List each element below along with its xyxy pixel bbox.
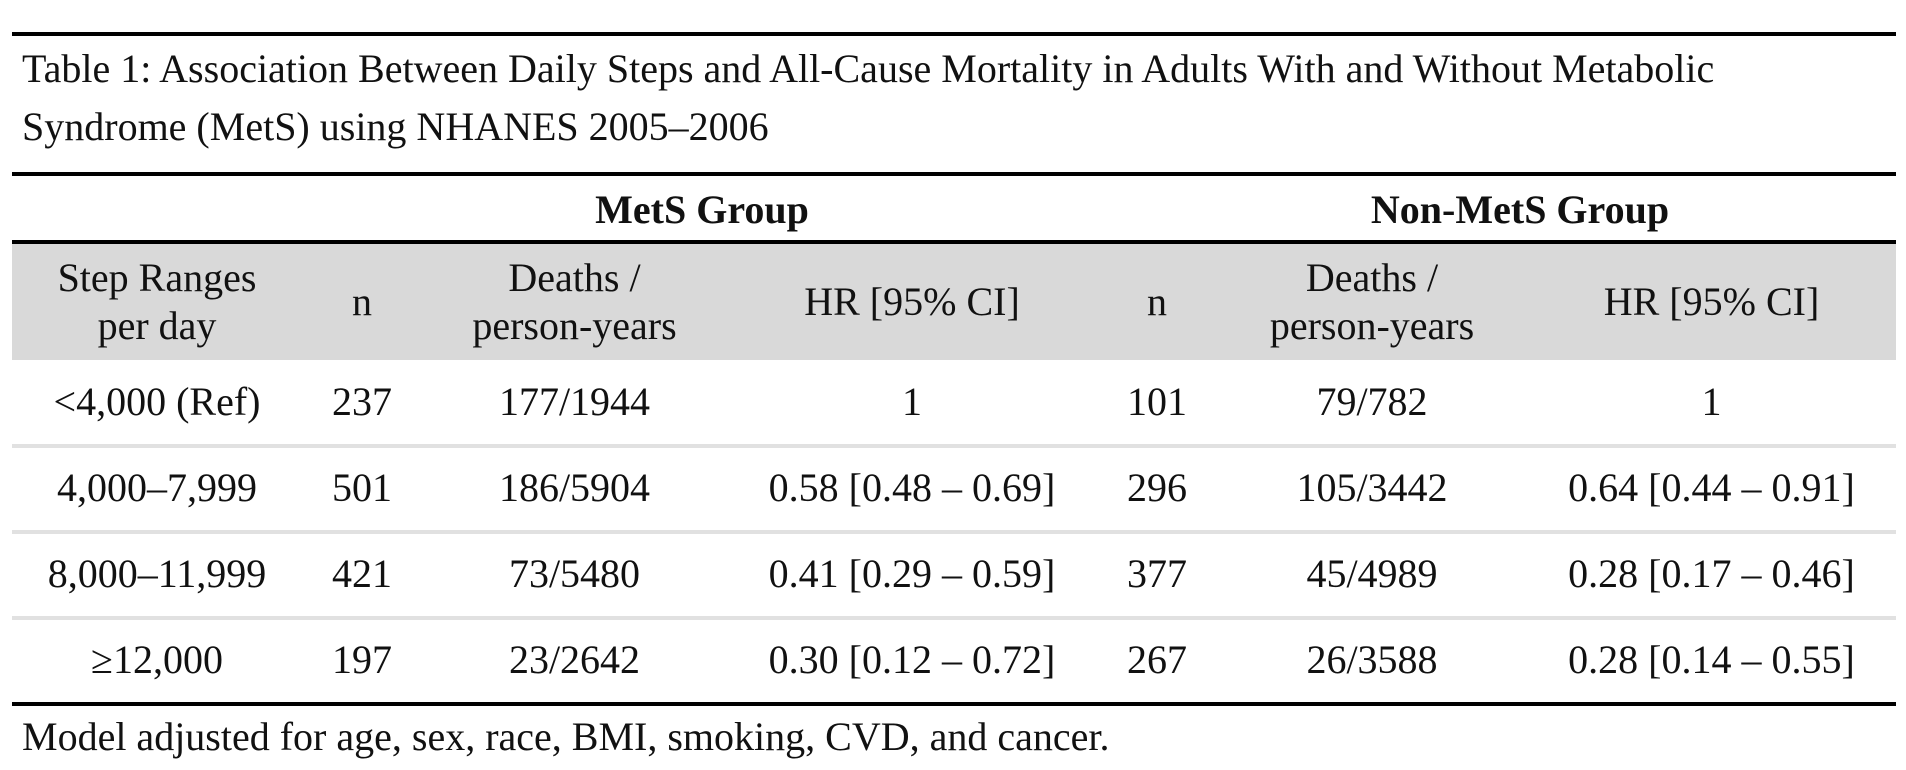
row-0-mets-hr: 1	[902, 379, 922, 424]
row-0-mets-deaths: 177/1944	[498, 379, 651, 424]
row-1-non-mets-deaths: 105/3442	[1296, 465, 1448, 510]
table-footnote: Model adjusted for age, sex, race, BMI, …	[22, 714, 1110, 759]
row-1-non-mets-hr: 0.64 [0.44 – 0.91]	[1568, 465, 1855, 510]
table-top-rule	[12, 32, 1896, 36]
header-mets-deaths-line2: person-years	[472, 303, 677, 348]
row-2-non-mets-hr: 0.28 [0.17 – 0.46]	[1568, 551, 1855, 596]
row-1-mets-n: 501	[332, 465, 392, 510]
header-non-mets-deaths: Deaths / person-years	[1217, 244, 1527, 360]
group-heading-rule	[12, 240, 1896, 244]
header-step-ranges-line2: per day	[97, 303, 217, 348]
mets-group-heading: MetS Group	[595, 187, 809, 232]
table-bottom-rule	[12, 702, 1896, 706]
header-mets-n: n	[352, 279, 372, 324]
row-3-step-range: ≥12,000	[91, 637, 223, 682]
row-1-step-range: 4,000–7,999	[57, 465, 257, 510]
row-3-mets-n: 197	[332, 637, 392, 682]
header-mets-hr: HR [95% CI]	[804, 279, 1020, 324]
row-2-mets-deaths: 73/5480	[508, 551, 641, 596]
row-0-non-mets-hr: 1	[1701, 379, 1722, 424]
row-0-mets-n: 237	[332, 379, 392, 424]
header-non-mets-hr: HR [95% CI]	[1603, 279, 1820, 324]
row-0-non-mets-n: 101	[1127, 379, 1187, 424]
column-header-band	[12, 244, 1896, 360]
row-2-non-mets-deaths: 45/4989	[1306, 551, 1438, 596]
row-2-non-mets-n: 377	[1127, 551, 1187, 596]
header-mets-deaths: Deaths / person-years	[422, 244, 727, 360]
row-2-mets-hr: 0.41 [0.29 – 0.59]	[768, 551, 1056, 596]
header-non-mets-deaths-line2: person-years	[1269, 303, 1475, 348]
row-0-step-range: <4,000 (Ref)	[53, 379, 261, 424]
header-non-mets-deaths-line1: Deaths /	[1305, 255, 1439, 300]
row-2-step-range: 8,000–11,999	[47, 551, 267, 596]
row-1-mets-deaths: 186/5904	[498, 465, 651, 510]
row-3-non-mets-deaths: 26/3588	[1306, 637, 1438, 682]
row-separator	[12, 444, 1896, 448]
row-3-non-mets-n: 267	[1127, 637, 1187, 682]
row-3-mets-deaths: 23/2642	[508, 637, 641, 682]
non-mets-group-heading: Non-MetS Group	[1370, 187, 1670, 232]
row-2-mets-n: 421	[332, 551, 392, 596]
row-3-mets-hr: 0.30 [0.12 – 0.72]	[768, 637, 1056, 682]
row-separator	[12, 616, 1896, 620]
row-1-non-mets-n: 296	[1127, 465, 1187, 510]
row-1-mets-hr: 0.58 [0.48 – 0.69]	[768, 465, 1056, 510]
header-step-ranges-line1: Step Ranges	[57, 255, 257, 300]
row-0-non-mets-deaths: 79/782	[1316, 379, 1428, 424]
row-separator	[12, 530, 1896, 534]
caption-rule	[12, 172, 1896, 176]
row-3-non-mets-hr: 0.28 [0.14 – 0.55]	[1568, 637, 1855, 682]
header-non-mets-n: n	[1147, 279, 1167, 324]
table-caption: Table 1: Association Between Daily Steps…	[22, 46, 1715, 149]
header-mets-deaths-line1: Deaths /	[508, 255, 641, 300]
header-step-ranges: Step Ranges per day	[12, 244, 302, 360]
